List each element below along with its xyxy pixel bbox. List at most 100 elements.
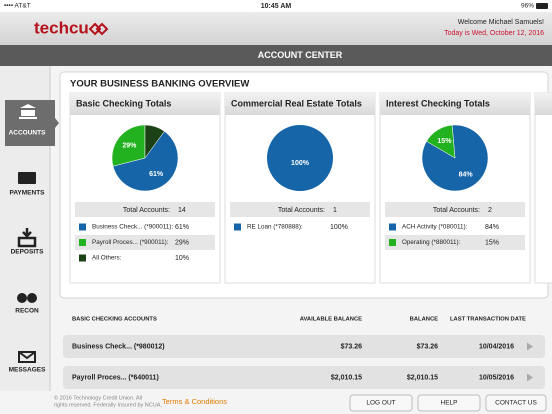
date: Today is Wed, October 12, 2016 (444, 30, 544, 37)
footer-button-label[interactable]: CONTACT US (495, 400, 537, 407)
table-header: BASIC CHECKING ACCOUNTS (72, 317, 157, 323)
total-row (230, 202, 370, 217)
table-header: LAST TRANSACTION DATE (450, 317, 526, 323)
nav-label: ACCOUNTS (9, 130, 46, 137)
pie-slice (111, 124, 146, 167)
legend-value: 61% (175, 224, 189, 231)
account-row[interactable] (63, 366, 545, 389)
title-bar (0, 45, 552, 66)
total-row (385, 202, 525, 217)
card-header (70, 93, 220, 115)
total-label: Total Accounts: (433, 207, 480, 214)
total-label: Total Accounts: (278, 207, 325, 214)
legend-row (75, 235, 215, 250)
pie-slice (112, 130, 179, 192)
pie-label: 61% (149, 171, 164, 178)
legend-value: 29% (175, 239, 189, 246)
table-cell: $73.26 (341, 343, 363, 350)
recon-icon (27, 293, 37, 303)
table-header: BALANCE (410, 317, 438, 323)
legend-swatch (79, 239, 86, 246)
legend-swatch (389, 239, 396, 246)
table-cell: Payroll Proces... (*640011) (72, 374, 159, 381)
legend-name: Payroll Proces... (*900011): (92, 239, 169, 246)
pie-label: 100% (291, 160, 310, 167)
legend-name: Business Check... (*900011): (92, 224, 173, 231)
footer-button-label[interactable]: HELP (441, 400, 458, 407)
logo-mark (88, 22, 109, 36)
legend-name: All Others: (92, 255, 122, 262)
nav-label: DEPOSITS (11, 249, 45, 256)
row-arrow (527, 342, 533, 351)
footer-button[interactable] (485, 394, 547, 412)
nav-label: RECON (15, 308, 39, 315)
pie-slice (267, 125, 333, 191)
copyright: rights reserved. Federally Insured by NC… (54, 402, 162, 408)
row-arrow (527, 373, 533, 382)
card-partial (534, 92, 552, 284)
legend-value: 84% (485, 224, 499, 231)
accounts-icon (19, 104, 37, 119)
total-label: Total Accounts: (123, 207, 170, 214)
copyright: © 2016 Technology Credit Union. All (54, 394, 142, 401)
card-header (225, 93, 375, 115)
messages-icon (18, 351, 36, 363)
nav-label: PAYMENTS (9, 190, 45, 197)
legend-row (385, 235, 525, 250)
header (0, 12, 552, 45)
total-value: 1 (333, 207, 337, 214)
card-header (380, 93, 530, 115)
overview-title: YOUR BUSINESS BANKING OVERVIEW (70, 79, 249, 90)
total-row (75, 202, 215, 217)
footer-button[interactable] (417, 394, 481, 412)
nav-pointer (55, 118, 59, 128)
carrier: •••• AT&T (4, 3, 31, 10)
legend-value: 15% (485, 239, 499, 246)
nav-label: MESSAGES (9, 367, 47, 374)
footer-button-label[interactable]: LOG OUT (366, 400, 395, 407)
pie-slice (144, 124, 165, 159)
legend-swatch (79, 254, 86, 262)
card-title: Interest Checking Totals (386, 98, 490, 108)
page-title: ACCOUNT CENTER (258, 50, 343, 60)
legend-row (75, 219, 215, 235)
legend-name: ACH Activity (*080011): (402, 224, 468, 231)
legend-row (385, 219, 525, 235)
terms-link[interactable]: Terms & Conditions (162, 397, 227, 406)
deposits-icon (17, 228, 37, 248)
recon-icon (17, 293, 27, 303)
total-value: 2 (488, 207, 492, 214)
card-title: Commercial Real Estate Totals (231, 98, 362, 108)
table-cell: 10/05/2016 (479, 374, 514, 381)
table-cell: $73.26 (417, 343, 439, 350)
clock: 10:45 AM (261, 3, 292, 10)
legend-value: 100% (330, 224, 348, 231)
account-row[interactable] (63, 335, 545, 358)
logo: techcu (34, 18, 89, 37)
battery-text: 96% (521, 3, 534, 10)
table-header: AVAILABLE BALANCE (300, 317, 362, 323)
footer (0, 391, 552, 414)
pie-slice (426, 124, 456, 159)
table-cell: 10/04/2016 (479, 343, 514, 350)
total-value: 14 (178, 207, 186, 214)
status-bar (0, 0, 552, 12)
footer-button[interactable] (349, 394, 413, 412)
legend-row (230, 219, 370, 235)
table-cell: Business Check... (*980012) (72, 343, 165, 350)
pie-label: 84% (459, 172, 474, 179)
battery-icon (536, 3, 548, 9)
payments-icon (18, 172, 36, 184)
legend-row (75, 250, 215, 266)
legend-value: 10% (175, 255, 189, 262)
legend-name: RE Loan (*780888): (247, 224, 303, 231)
table-cell: $2,010.15 (407, 374, 438, 381)
legend-swatch (79, 223, 86, 231)
legend-name: Operating (*880011): (402, 239, 461, 246)
legend-swatch (389, 223, 396, 231)
welcome: Welcome Michael Samuels! (458, 19, 544, 26)
card-partial-header (535, 93, 552, 115)
pie-label: 15% (437, 138, 452, 145)
table-cell: $2,010.15 (331, 374, 362, 381)
